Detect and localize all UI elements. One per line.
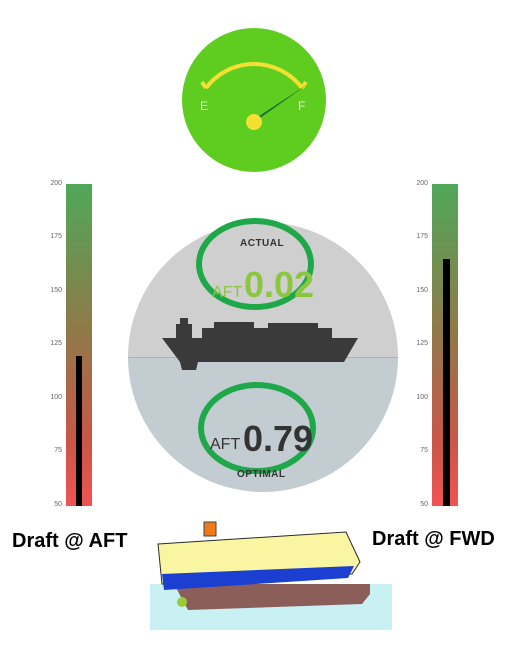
draft-fwd-level-fill — [443, 259, 450, 506]
fuel-gauge-full-label: F — [298, 99, 305, 113]
tick-label: 100 — [416, 394, 428, 401]
tick-label: 100 — [50, 394, 62, 401]
optimal-highlight-ring — [198, 382, 316, 474]
draft-aft-label: Draft @ AFT — [12, 530, 128, 552]
tick-label: 75 — [54, 447, 62, 454]
actual-value: 0.02 — [244, 264, 315, 305]
actual-caption: ACTUAL — [240, 238, 285, 249]
ship-funnel — [203, 521, 217, 537]
tick-label: 150 — [416, 287, 428, 294]
tick-label: 175 — [416, 233, 428, 240]
draft-aft-scale: 200 175 150 125 100 75 50 — [38, 180, 118, 510]
tick-label: 125 — [50, 340, 62, 347]
tick-label: 75 — [420, 447, 428, 454]
draft-aft-level-fill — [76, 355, 82, 506]
optimal-caption: OPTIMAL — [237, 469, 286, 480]
draft-aft-gradient-bar — [66, 184, 92, 506]
draft-fwd-scale: 200 175 150 125 100 75 50 — [404, 180, 484, 510]
tick-label: 200 — [50, 180, 62, 187]
actual-prefix: AFT — [212, 284, 243, 301]
tick-label: 200 — [416, 180, 428, 187]
fuel-gauge-arc — [204, 62, 304, 90]
hull-stripe — [162, 566, 354, 590]
tick-label: 175 — [50, 233, 62, 240]
tick-label: 50 — [420, 501, 428, 508]
draft-fwd-gradient-bar — [432, 184, 458, 506]
draft-fwd-label: Draft @ FWD — [372, 528, 495, 550]
fuel-gauge-icon: E F — [182, 28, 326, 172]
fuel-gauge-needle — [250, 84, 308, 122]
ship-trim-diagram — [150, 521, 392, 630]
tick-label: 50 — [54, 501, 62, 508]
fuel-gauge-hub — [246, 114, 262, 130]
optimal-value: 0.79 — [243, 418, 314, 459]
tick-label: 150 — [50, 287, 62, 294]
fuel-gauge-face — [182, 28, 326, 172]
optimal-prefix: AFT — [210, 436, 241, 453]
propeller-icon — [177, 597, 187, 607]
hull-underwater — [174, 584, 370, 610]
fuel-gauge-empty-tick — [200, 80, 208, 90]
actual-highlight-ring — [196, 218, 314, 310]
container-ship-icon — [162, 318, 358, 370]
tick-label: 125 — [416, 340, 428, 347]
fuel-gauge-full-tick — [300, 80, 308, 90]
fuel-gauge-empty-label: E — [200, 99, 208, 113]
